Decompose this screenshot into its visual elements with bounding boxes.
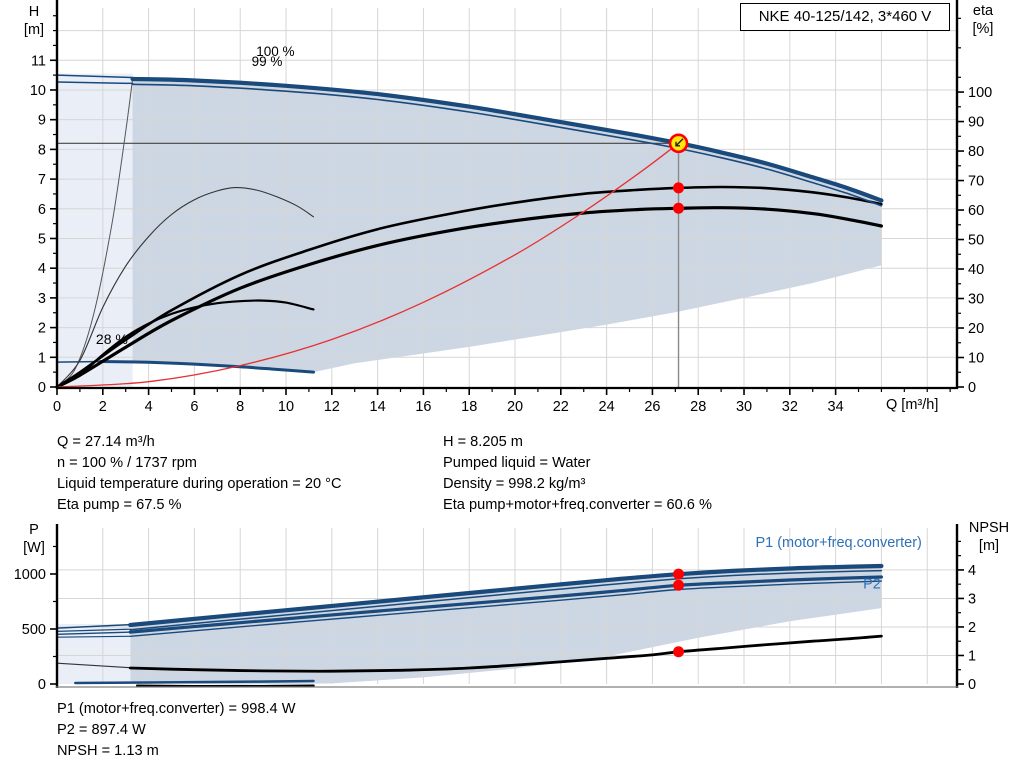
svg-text:5: 5	[38, 231, 46, 247]
svg-text:8: 8	[236, 399, 244, 415]
p-axis-title: P [W]	[16, 521, 52, 557]
svg-text:70: 70	[968, 174, 984, 190]
svg-text:60: 60	[968, 203, 984, 219]
info-npsh: NPSH = 1.13 m	[57, 743, 159, 759]
power-info: P1 (motor+freq.converter) = 998.4 W P2 =…	[57, 699, 295, 762]
svg-text:0: 0	[968, 677, 976, 693]
svg-text:500: 500	[22, 622, 46, 638]
svg-text:3: 3	[38, 291, 46, 307]
svg-text:30: 30	[968, 292, 984, 308]
eta-axis-title-line2: [%]	[972, 21, 994, 37]
svg-text:2: 2	[99, 399, 107, 415]
svg-text:100 %: 100 %	[256, 44, 294, 59]
svg-text:2: 2	[38, 321, 46, 337]
eta-axis-title: eta [%]	[959, 2, 1007, 38]
svg-text:2: 2	[968, 620, 976, 636]
svg-text:4: 4	[968, 563, 976, 579]
info-q: Q = 27.14 m³/h	[57, 434, 155, 450]
h-axis-title: H [m]	[16, 3, 52, 39]
svg-text:14: 14	[370, 399, 386, 415]
svg-text:P1 (motor+freq.converter): P1 (motor+freq.converter)	[755, 535, 921, 551]
svg-text:20: 20	[507, 399, 523, 415]
q-axis-title: Q [m³/h]	[886, 397, 939, 413]
info-density: Density = 998.2 kg/m³	[443, 476, 586, 492]
svg-text:90: 90	[968, 115, 984, 131]
svg-text:11: 11	[31, 53, 46, 69]
npsh-axis-title-line1: NPSH	[968, 520, 1010, 536]
svg-text:80: 80	[968, 144, 984, 160]
info-p2: P2 = 897.4 W	[57, 722, 146, 738]
svg-text:0: 0	[38, 677, 46, 693]
svg-text:50: 50	[968, 233, 984, 249]
svg-text:40: 40	[968, 262, 984, 278]
svg-text:22: 22	[553, 399, 569, 415]
info-pumped-liquid: Pumped liquid = Water	[443, 455, 591, 471]
svg-text:9: 9	[38, 113, 46, 129]
svg-text:1: 1	[968, 648, 976, 664]
svg-text:0: 0	[968, 380, 976, 396]
svg-text:0: 0	[38, 380, 46, 396]
svg-text:1000: 1000	[14, 567, 46, 583]
info-eta-pump: Eta pump = 67.5 %	[57, 497, 182, 513]
svg-text:P2: P2	[863, 576, 881, 592]
svg-text:26: 26	[644, 399, 660, 415]
npsh-axis-title-line2: [m]	[978, 538, 1000, 554]
svg-text:32: 32	[782, 399, 798, 415]
svg-text:10: 10	[278, 399, 294, 415]
duty-info-left: Q = 27.14 m³/h n = 100 % / 1737 rpm Liqu…	[57, 432, 342, 516]
svg-text:12: 12	[324, 399, 340, 415]
svg-text:34: 34	[828, 399, 844, 415]
p-axis-title-line2: [W]	[23, 540, 45, 556]
svg-text:10: 10	[30, 83, 46, 99]
svg-text:4: 4	[38, 261, 46, 277]
p-axis-title-line1: P	[29, 522, 39, 538]
svg-text:0: 0	[53, 399, 61, 415]
svg-text:100: 100	[968, 85, 992, 101]
eta-axis-title-line1: eta	[972, 3, 994, 19]
svg-text:3: 3	[968, 591, 976, 607]
svg-text:28: 28	[690, 399, 706, 415]
svg-text:1: 1	[38, 350, 46, 366]
svg-text:99 %: 99 %	[252, 54, 283, 69]
svg-text:6: 6	[190, 399, 198, 415]
svg-text:16: 16	[415, 399, 431, 415]
svg-text:4: 4	[145, 399, 153, 415]
h-axis-title-line2: [m]	[23, 22, 45, 38]
info-p1: P1 (motor+freq.converter) = 998.4 W	[57, 701, 296, 717]
h-axis-title-line1: H	[28, 4, 40, 20]
info-speed: n = 100 % / 1737 rpm	[57, 455, 197, 471]
info-liquid-temp: Liquid temperature during operation = 20…	[57, 476, 342, 492]
info-head: H = 8.205 m	[443, 434, 523, 450]
duty-info-right: H = 8.205 m Pumped liquid = Water Densit…	[443, 432, 712, 516]
npsh-axis-title: NPSH [m]	[957, 519, 1021, 555]
svg-text:10: 10	[968, 351, 984, 367]
svg-text:6: 6	[38, 202, 46, 218]
svg-text:20: 20	[968, 321, 984, 337]
svg-text:24: 24	[599, 399, 615, 415]
svg-text:28 %: 28 %	[96, 331, 128, 347]
svg-text:30: 30	[736, 399, 752, 415]
svg-text:8: 8	[38, 142, 46, 158]
svg-text:7: 7	[38, 172, 46, 188]
pump-title-box: NKE 40-125/142, 3*460 V	[740, 3, 950, 31]
info-eta-total: Eta pump+motor+freq.converter = 60.6 %	[443, 497, 712, 513]
svg-text:18: 18	[461, 399, 477, 415]
